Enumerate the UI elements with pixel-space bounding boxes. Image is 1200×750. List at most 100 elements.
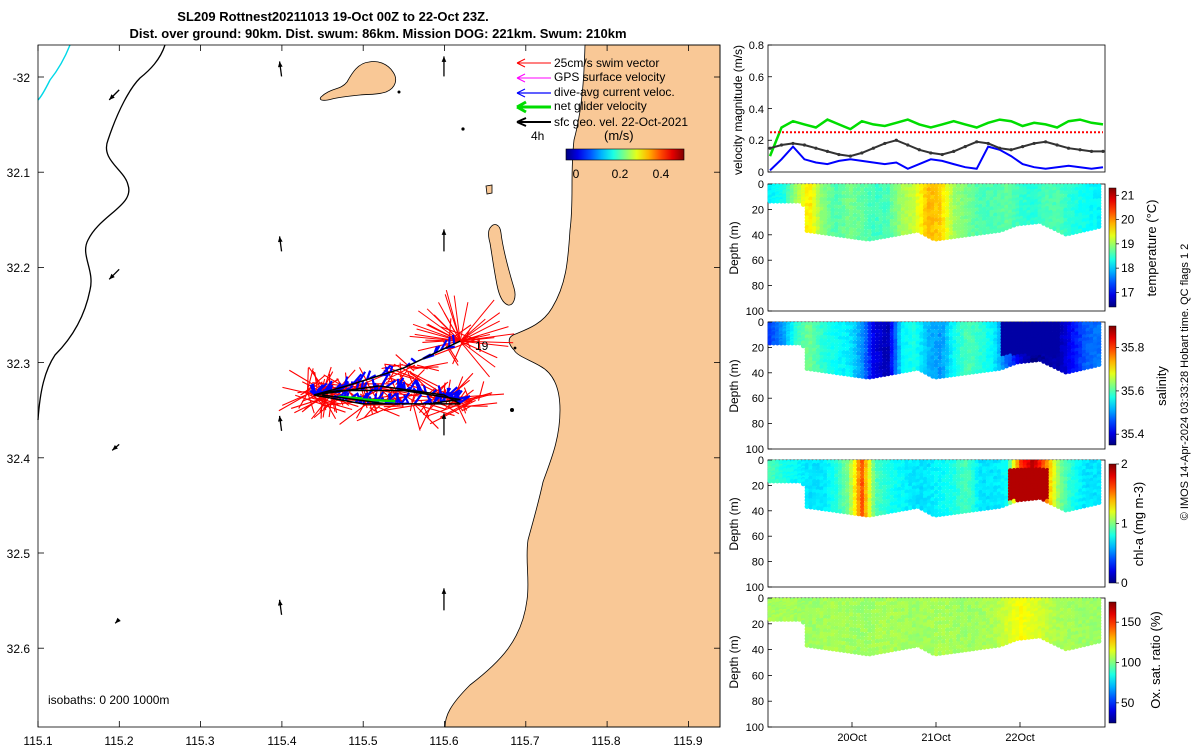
section-sample [819,186,825,192]
section-sample [841,212,847,217]
section-sample [841,229,847,235]
section-sample [815,200,821,205]
section-sample [848,205,854,211]
section-sample [830,228,836,234]
legend-gps-label: GPS surface velocity [554,70,665,84]
section-sample [841,208,847,214]
section-sample [826,190,832,196]
section-sample [845,208,850,214]
temperature-section [767,183,1102,242]
section-sample [823,230,828,236]
section-sample [815,186,821,192]
velocity-series-marker [825,149,830,153]
section-sample [826,231,832,237]
velocity-series-marker [802,143,807,147]
velocity-series-marker [860,151,864,155]
section-sample [852,194,858,200]
section-sample [834,214,839,220]
velocity-ytick-4: 0.8 [749,40,764,52]
geo-vector-head [441,229,447,235]
section-sample [856,183,862,189]
section-sample [823,197,828,202]
section-sample [867,221,873,227]
swim-vector [278,393,309,412]
section-sample [841,215,847,221]
legend-gps-arrow [516,73,526,83]
velocity-ytick-1: 0.2 [749,135,764,147]
chl-panel: Depth (m) chl-a (mg m-3) [727,459,1146,588]
dive-current-vector [385,379,397,388]
section-sample [852,216,858,222]
section-sample [815,226,821,232]
swim-vector [445,289,461,342]
swim-vector [305,368,314,395]
map-colorbar-tick-0: 0 [573,167,580,181]
swim-vector [304,375,326,393]
section-sample [819,226,825,232]
section-sample [808,206,814,211]
dive-current-vector [401,383,404,390]
isobath-1000m [37,44,166,421]
section-sample [856,224,862,230]
velocity-series-marker [963,145,967,149]
swim-vector [340,369,356,387]
section-sample [834,218,839,224]
swim-vector [460,340,509,347]
section-sample [823,203,828,209]
section-sample [823,227,828,233]
section-sample [834,201,839,206]
section-sample [1096,224,1102,230]
section-sample [848,201,854,207]
section-sample [841,194,847,200]
temperature-ylabel: Depth (m) [727,221,741,274]
section-sample [826,217,832,223]
section-sample [819,223,825,229]
section-sample [797,198,802,204]
section-sample [830,211,836,217]
section-sample [848,223,854,229]
section-sample [837,197,843,203]
figure-title-line2: Dist. over ground: 90km. Dist. swum: 86k… [129,26,626,41]
geo-vector-head [441,588,447,594]
section-sample [815,206,821,212]
section-sample [815,190,821,196]
section-sample [863,210,869,215]
section-sample [812,222,817,228]
geo-vector-head [109,273,115,280]
section-sample [830,187,836,192]
section-sample [848,190,854,196]
map-colorbar [565,148,685,161]
dive-current-vector [313,384,324,396]
section-sample [845,205,850,211]
swim-vector [383,405,404,408]
dive-current-vector [366,370,372,380]
section-sample [845,223,850,229]
section-sample [856,220,862,226]
isobath-label: isobaths: 0 200 1000m [48,693,169,707]
dive-current-vector [425,397,432,405]
section-sample [771,198,777,204]
velocity-series-marker [986,141,990,146]
section-sample [830,231,836,237]
section-sample [815,213,821,219]
legend-geo-arrow [516,117,527,127]
section-sample [812,203,817,208]
section-sample [863,198,869,204]
section-sample [845,219,850,225]
swim-vector [454,372,474,394]
land-mass [444,44,721,728]
map-xtick-9: 115.9 [673,734,702,748]
figure-title-line1: SL209 Rottnest20211013 19-Oct 00Z to 22-… [177,9,488,24]
section-sample [834,225,839,231]
section-sample [856,228,862,233]
section-sample [819,190,825,196]
dive-current-vector [432,395,441,404]
section-sample [819,196,825,202]
section-sample [848,209,854,214]
section-sample [823,210,828,216]
dive-current-vector [371,378,376,387]
map-xtick-8: 115.8 [591,734,620,748]
velocity-series-marker [848,154,852,158]
section-sample [860,232,865,238]
section-sample [848,230,854,236]
